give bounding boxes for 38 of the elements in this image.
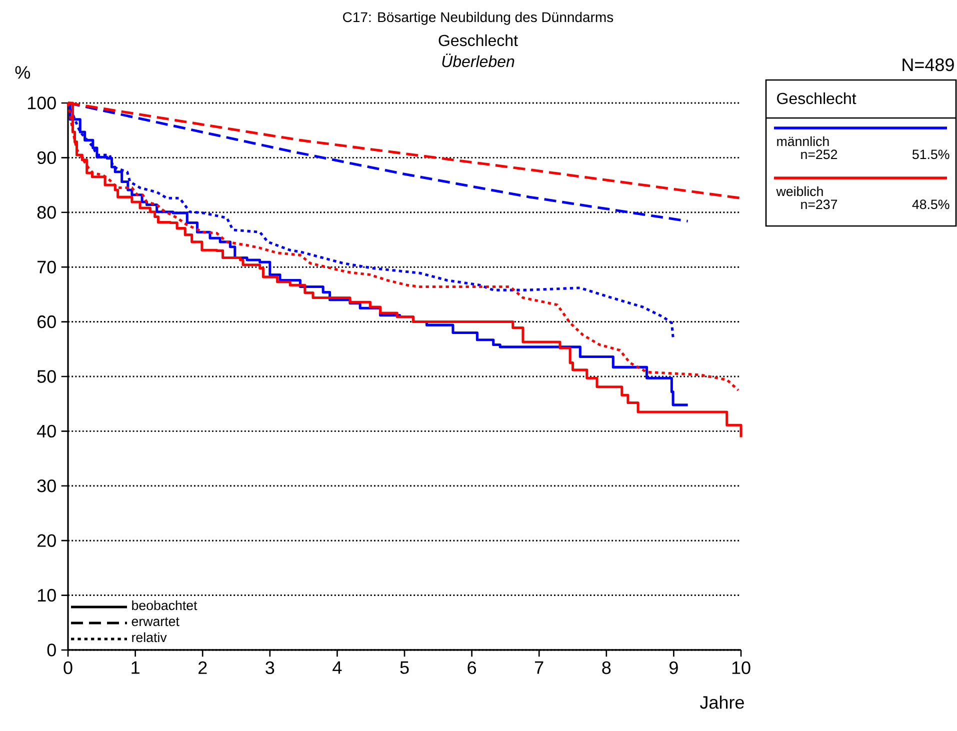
x-tick-label: 8	[602, 661, 611, 674]
y-tick-label: 100	[28, 96, 56, 110]
annotation: relativ	[132, 632, 167, 642]
text: weiblich	[776, 186, 823, 196]
y-tick-label: 30	[37, 480, 56, 492]
annotation: erwartet	[132, 617, 180, 626]
annotation: beobachtet	[132, 600, 198, 610]
y-tick-label: 90	[37, 151, 56, 164]
y-tick-label: 40	[37, 424, 56, 438]
y-tick-label: 10	[38, 588, 56, 602]
x-tick-label: 3	[266, 661, 274, 674]
x-tick-label: 0	[64, 661, 72, 674]
text: Überleben	[442, 54, 514, 68]
x-tick-label: 6	[468, 661, 476, 674]
y-tick-label: 50	[37, 370, 56, 383]
text: 48.5%	[912, 200, 950, 210]
chart-title: C17: Bösartige Neubildung des Dünndarms	[343, 12, 614, 25]
y-tick-label: 20	[38, 534, 56, 547]
y-tick-label: 60	[38, 315, 56, 328]
y-axis-title: %	[15, 66, 30, 79]
y-tick-label: 80	[37, 206, 56, 219]
text: N=489	[902, 58, 954, 72]
y-tick-label: 70	[38, 260, 56, 274]
x-tick-label: 2	[198, 661, 207, 674]
x-axis-title: Jahre	[700, 696, 744, 709]
text: männlich	[777, 136, 829, 146]
text: 51.5%	[912, 150, 950, 160]
x-tick-label: 5	[400, 661, 409, 674]
y-tick-label: 0	[47, 644, 56, 656]
x-tick-label: 1	[132, 661, 140, 674]
x-tick-label: 7	[535, 661, 544, 674]
legend-title: Geschlecht	[777, 92, 856, 104]
x-tick-label: 4	[332, 661, 342, 674]
x-tick-label: 10	[732, 661, 750, 674]
text: n=252	[801, 150, 838, 160]
x-tick-label: 9	[670, 661, 678, 674]
text: n=237	[801, 200, 838, 210]
chart-subtitle: Geschlecht	[438, 34, 518, 46]
